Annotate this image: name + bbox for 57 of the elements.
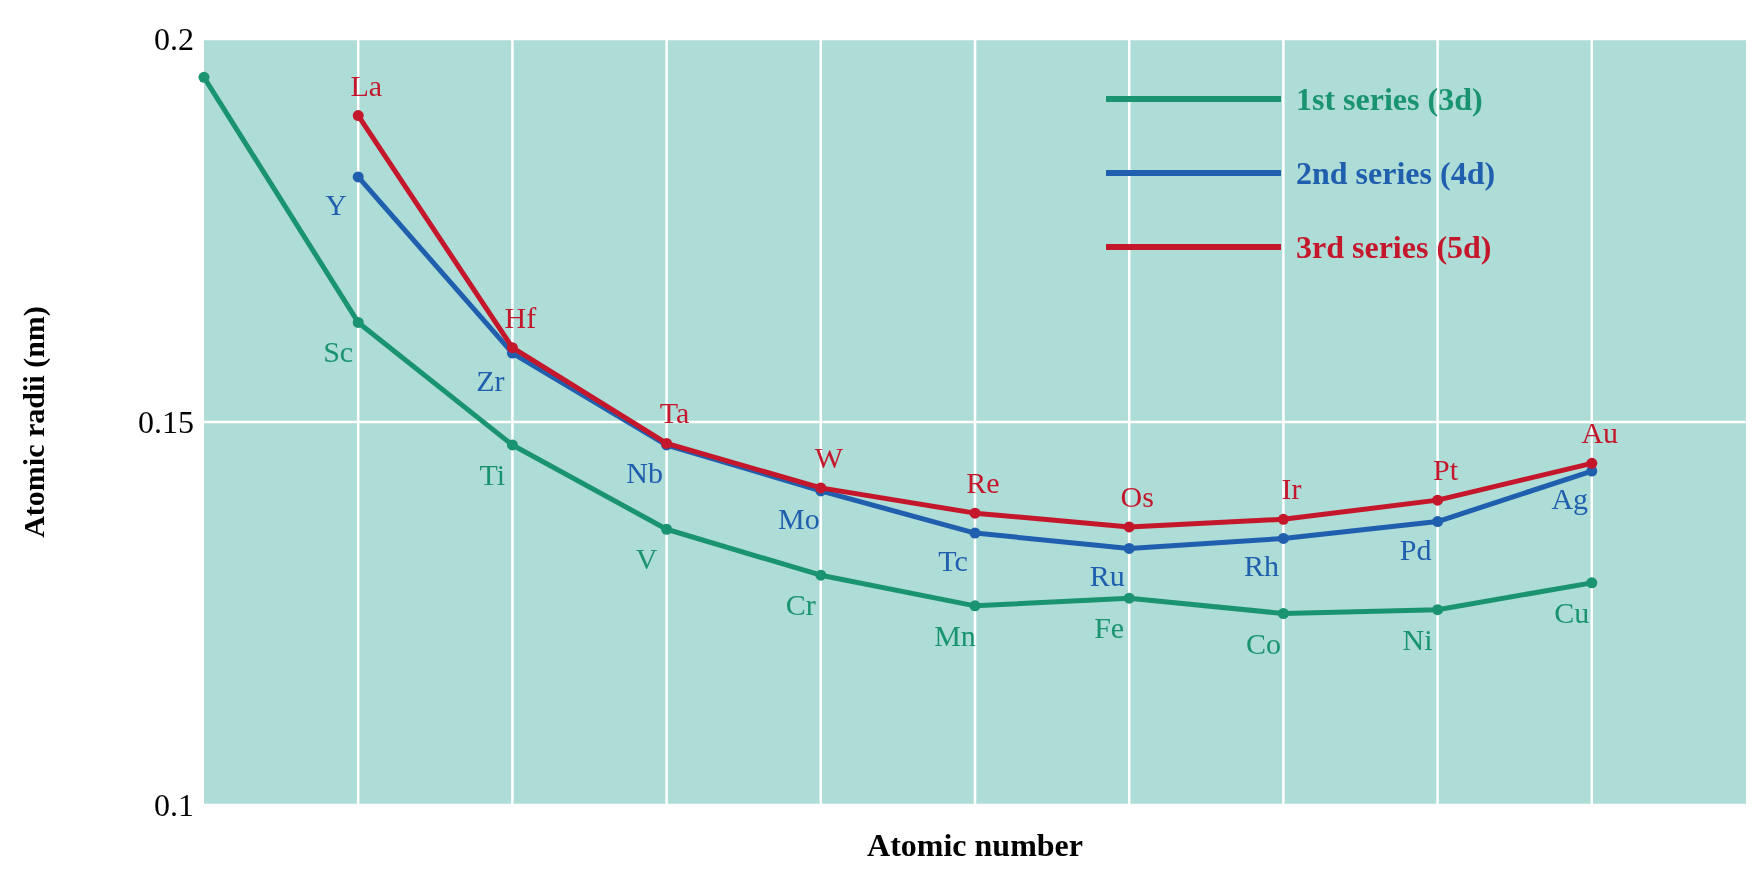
data-label: Au [1581, 416, 1619, 450]
point [352, 316, 364, 328]
point [1277, 513, 1289, 525]
point [352, 171, 364, 183]
point [1123, 542, 1135, 554]
point [1586, 457, 1598, 469]
data-label: Co [1245, 626, 1281, 660]
point [1277, 532, 1289, 544]
data-label: Mo [777, 501, 820, 535]
point [969, 507, 981, 519]
point [352, 110, 364, 122]
data-label: Os [1120, 479, 1154, 513]
y-tick-label: 0.1 [154, 787, 194, 824]
data-label: Tc [938, 544, 968, 578]
data-label: Cu [1554, 595, 1590, 629]
y-tick-label: 0.2 [154, 21, 194, 58]
data-label: Nb [626, 455, 663, 489]
data-label: Ru [1089, 559, 1125, 593]
point [1432, 516, 1444, 528]
text: 2nd series (4d) [1296, 155, 1496, 192]
point [1123, 592, 1135, 604]
data-label: La [350, 68, 383, 102]
point [969, 527, 981, 539]
data-label: Ag [1551, 482, 1589, 516]
data-label: Y [325, 187, 348, 221]
data-label: Zr [476, 364, 505, 398]
data-label: Ti [479, 457, 506, 491]
point [1432, 604, 1444, 616]
point [1123, 521, 1135, 533]
point [1277, 608, 1289, 619]
data-label: Rh [1243, 549, 1279, 583]
data-label: Hf [504, 300, 537, 334]
point [969, 600, 981, 612]
point [815, 569, 827, 581]
point [1586, 577, 1598, 589]
data-label: Sc [323, 335, 354, 369]
point [506, 439, 518, 451]
point [661, 523, 673, 535]
data-label: Fe [1094, 611, 1125, 645]
data-label: Ta [659, 396, 690, 430]
point [198, 71, 210, 83]
y-axis-title: Atomic radii (nm) [17, 306, 51, 538]
data-label: Re [966, 466, 1000, 500]
data-label: Ni [1402, 622, 1433, 656]
data-label: W [814, 440, 844, 474]
data-label: Mn [934, 618, 976, 652]
text: 3rd series (5d) [1296, 229, 1492, 266]
data-label: Ir [1281, 472, 1302, 506]
data-label: Pt [1433, 453, 1459, 487]
point [1432, 494, 1444, 506]
data-label: Cr [785, 588, 816, 622]
y-tick-label: 0.15 [138, 404, 194, 441]
data-label: Pd [1399, 532, 1432, 566]
text: 1st series (3d) [1296, 81, 1483, 118]
data-label: V [635, 542, 658, 576]
x-axis-title: Atomic number [867, 827, 1083, 863]
point [506, 342, 518, 354]
